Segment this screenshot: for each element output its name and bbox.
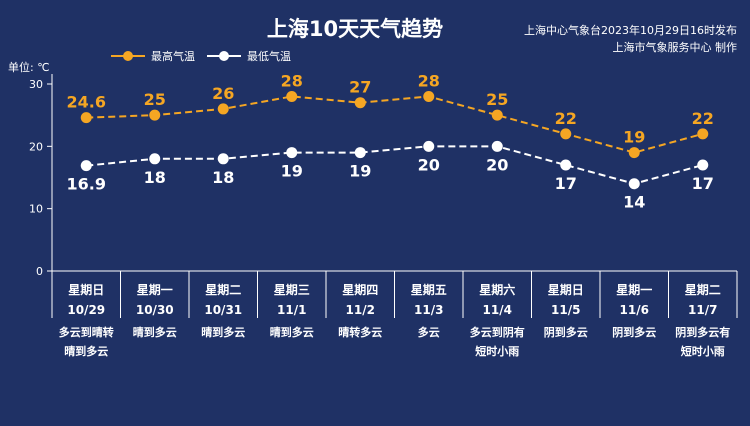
weekday-label-4: 星期四 [342, 282, 378, 297]
weekday-label-2: 星期二 [205, 282, 241, 297]
condition-label-0-0: 多云到晴转 [59, 325, 114, 339]
data-label-1-7: 17 [555, 174, 577, 193]
data-label-0-4: 27 [349, 78, 371, 97]
data-point-1-3 [286, 147, 298, 159]
data-label-1-1: 18 [144, 168, 166, 187]
data-label-0-7: 22 [555, 109, 577, 128]
data-point-1-0 [80, 160, 92, 172]
data-point-0-7 [560, 128, 572, 140]
data-label-1-6: 20 [486, 155, 508, 174]
data-label-1-0: 16.9 [67, 175, 106, 194]
data-point-1-8 [628, 178, 640, 190]
date-label-6: 11/4 [483, 303, 512, 317]
condition-label-8-0: 阴到多云 [612, 325, 656, 339]
data-label-0-3: 28 [281, 71, 303, 90]
condition-label-2-0: 晴到多云 [201, 325, 245, 339]
y-tick-label-0: 0 [36, 265, 43, 278]
data-point-0-1 [149, 109, 161, 121]
data-label-0-1: 25 [144, 90, 166, 109]
series-points [80, 90, 709, 190]
data-point-0-3 [286, 90, 298, 102]
condition-label-3-0: 晴到多云 [270, 325, 314, 339]
series-line-1 [86, 145, 704, 185]
condition-label-6-0: 多云到阴有 [470, 325, 525, 339]
source-line-2: 上海市气象服务中心 制作 [613, 40, 738, 54]
unit-label: 单位: ℃ [8, 60, 50, 74]
data-label-1-8: 14 [623, 193, 645, 212]
data-point-1-7 [560, 159, 572, 171]
chart-title: 上海10天天气趋势 [267, 17, 443, 41]
data-point-1-5 [423, 140, 435, 152]
data-point-0-8 [628, 147, 640, 159]
legend-label-0: 最高气温 [151, 49, 195, 63]
date-label-4: 11/2 [346, 303, 375, 317]
weekday-label-9: 星期二 [685, 282, 721, 297]
date-label-8: 11/6 [620, 303, 649, 317]
weekday-label-0: 星期日 [68, 282, 104, 297]
data-label-1-4: 19 [349, 162, 371, 181]
series-line-0 [86, 95, 704, 154]
y-tick-label-1: 10 [29, 203, 43, 216]
x-axis-table: 星期日10/29多云到晴转晴到多云星期一10/30晴到多云星期二10/31晴到多… [51, 271, 738, 358]
data-point-0-2 [217, 103, 229, 115]
data-point-0-5 [423, 90, 435, 102]
data-point-1-1 [149, 153, 161, 165]
condition-label-5-0: 多云 [418, 325, 440, 339]
y-tick-label-3: 30 [29, 78, 43, 91]
data-labels: 24.6 25 26 28 27 28 25 22 19 22 16.9 18 18 19 19 20 20 17… [67, 71, 714, 211]
legend-marker-1 [219, 51, 229, 61]
data-label-0-8: 19 [623, 128, 645, 147]
date-label-1: 10/30 [136, 303, 174, 317]
weekday-label-6: 星期六 [479, 282, 515, 297]
date-label-5: 11/3 [414, 303, 443, 317]
condition-label-0-1: 晴到多云 [64, 344, 108, 358]
date-label-3: 11/1 [277, 303, 306, 317]
source-line-1: 上海中心气象台2023年10月29日16时发布 [524, 23, 737, 37]
data-label-0-2: 26 [212, 84, 234, 103]
date-label-2: 10/31 [204, 303, 242, 317]
data-point-1-9 [697, 159, 709, 171]
weekday-label-5: 星期五 [411, 282, 447, 297]
axes: 0 10 20 30 [29, 74, 737, 278]
data-label-1-9: 17 [692, 174, 714, 193]
date-label-0: 10/29 [67, 303, 105, 317]
legend-label-1: 最低气温 [247, 49, 291, 63]
legend-marker-0 [123, 51, 133, 61]
data-label-0-5: 28 [418, 71, 440, 90]
weekday-label-8: 星期一 [616, 282, 652, 297]
data-point-1-6 [491, 140, 503, 152]
condition-label-1-0: 晴到多云 [133, 325, 177, 339]
data-point-1-2 [217, 153, 229, 165]
data-point-0-9 [697, 128, 709, 140]
date-label-9: 11/7 [688, 303, 717, 317]
date-label-7: 11/5 [551, 303, 580, 317]
weekday-label-7: 星期日 [548, 282, 584, 297]
condition-label-9-1: 短时小雨 [681, 344, 725, 358]
data-label-1-3: 19 [281, 162, 303, 181]
weekday-label-1: 星期一 [137, 282, 173, 297]
condition-label-4-0: 晴转多云 [338, 325, 382, 339]
y-tick-label-2: 20 [29, 140, 43, 153]
data-label-0-6: 25 [486, 90, 508, 109]
data-label-1-5: 20 [418, 155, 440, 174]
data-label-0-9: 22 [692, 109, 714, 128]
series-lines [86, 95, 704, 185]
data-point-0-4 [354, 97, 366, 109]
data-point-0-6 [491, 109, 503, 121]
condition-label-9-0: 阴到多云有 [675, 325, 730, 339]
data-point-1-4 [354, 147, 366, 159]
condition-label-6-1: 短时小雨 [475, 344, 519, 358]
data-point-0-0 [80, 112, 92, 124]
condition-label-7-0: 阴到多云 [544, 325, 588, 339]
legend: 最高气温 最低气温 [111, 49, 291, 63]
data-label-1-2: 18 [212, 168, 234, 187]
data-label-0-0: 24.6 [67, 93, 106, 112]
weekday-label-3: 星期三 [274, 282, 310, 297]
